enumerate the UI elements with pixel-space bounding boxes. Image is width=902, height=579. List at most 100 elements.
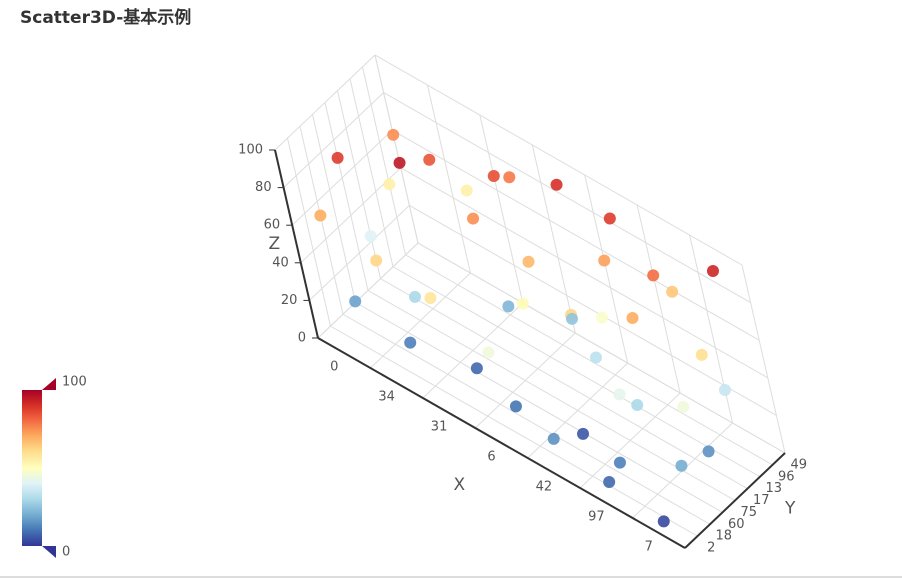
x-tick-label: 6: [487, 450, 495, 465]
z-tick-label: 80: [255, 180, 272, 195]
y-axis-name: Y: [784, 499, 796, 519]
point: [666, 285, 679, 298]
point: [467, 212, 480, 225]
z-axis-name: Z: [269, 234, 281, 254]
point: [470, 362, 483, 375]
visual-map-min: 0: [62, 545, 70, 560]
y-tick-label: 13: [765, 481, 782, 496]
grid-line: [283, 92, 384, 188]
point: [503, 171, 516, 184]
x-axis: [317, 337, 686, 549]
point: [482, 346, 495, 359]
point: [314, 209, 327, 222]
point: [460, 184, 473, 197]
point: [677, 400, 690, 413]
z-tick-label: 20: [281, 293, 298, 308]
x-tick-label: 0: [330, 360, 338, 375]
side-grid: [349, 78, 394, 267]
point: [718, 384, 731, 397]
point: [706, 264, 719, 277]
point: [631, 399, 644, 412]
point: [502, 300, 515, 313]
y-tick-label: 96: [778, 469, 795, 484]
point: [516, 297, 529, 310]
side-grid: [337, 90, 381, 279]
x-tick-label: 7: [645, 540, 653, 555]
z-axis: [274, 149, 319, 339]
y-tick-label: 60: [728, 517, 745, 532]
grid-line: [383, 92, 751, 304]
point: [598, 254, 611, 267]
y-tick-label: 2: [707, 541, 715, 556]
side-grid: [374, 54, 419, 244]
y-tick-label: 75: [740, 505, 757, 520]
y-tick-label: 17: [753, 493, 770, 508]
grid-line: [309, 205, 410, 301]
point: [424, 292, 437, 305]
back-grid: [741, 264, 786, 454]
y-tick-label: 18: [715, 529, 732, 544]
point: [387, 128, 400, 141]
point: [613, 456, 626, 469]
floor-grid: [342, 313, 711, 525]
point: [577, 427, 590, 440]
side-grid: [324, 102, 369, 291]
x-axis-name: X: [454, 475, 466, 495]
point: [522, 255, 535, 268]
point: [675, 459, 688, 472]
floor-grid: [405, 254, 773, 466]
x-tick-label: 34: [378, 390, 395, 405]
point: [547, 432, 560, 445]
floor-grid: [355, 301, 723, 513]
point: [364, 230, 377, 243]
side-grid: [287, 138, 331, 327]
point: [603, 476, 616, 489]
point: [626, 311, 639, 324]
grid-line: [391, 129, 760, 341]
point: [383, 178, 396, 191]
point: [404, 336, 417, 349]
z-tick-label: 40: [272, 255, 289, 270]
point: [596, 311, 609, 324]
floor-grid: [380, 278, 748, 490]
grid-line: [317, 242, 419, 339]
back-grid: [426, 84, 471, 274]
point: [408, 290, 421, 303]
point: [370, 254, 383, 267]
point: [423, 153, 436, 166]
point: [331, 151, 344, 164]
point: [349, 295, 362, 308]
point: [589, 351, 602, 364]
floor-grid: [330, 325, 698, 537]
floor-grid: [367, 290, 736, 501]
point: [393, 156, 406, 169]
point: [657, 515, 670, 528]
chart-title: Scatter3D-基本示例: [20, 7, 191, 28]
point: [487, 170, 500, 183]
point: [603, 212, 616, 225]
side-grid: [312, 114, 356, 303]
back-grid: [479, 114, 524, 304]
y-axis: [684, 452, 786, 549]
point: [613, 388, 626, 401]
grid-line: [409, 204, 777, 416]
floor-grid: [392, 266, 761, 478]
back-grid: [531, 144, 576, 334]
point: [702, 445, 715, 458]
visual-map-bar: [22, 390, 42, 546]
grid-line: [417, 242, 786, 454]
grid-line: [274, 54, 376, 151]
z-tick-label: 0: [298, 331, 306, 346]
x-tick-label: 97: [588, 510, 605, 525]
grid-line: [291, 129, 393, 226]
back-grid: [636, 204, 681, 394]
visual-map-handle-top: [42, 378, 56, 390]
point: [647, 269, 660, 282]
point: [509, 400, 522, 413]
point: [566, 312, 578, 325]
grid-line: [400, 167, 769, 379]
x-tick-label: 42: [536, 480, 553, 495]
point: [695, 348, 708, 361]
x-tick-label: 31: [431, 420, 448, 435]
